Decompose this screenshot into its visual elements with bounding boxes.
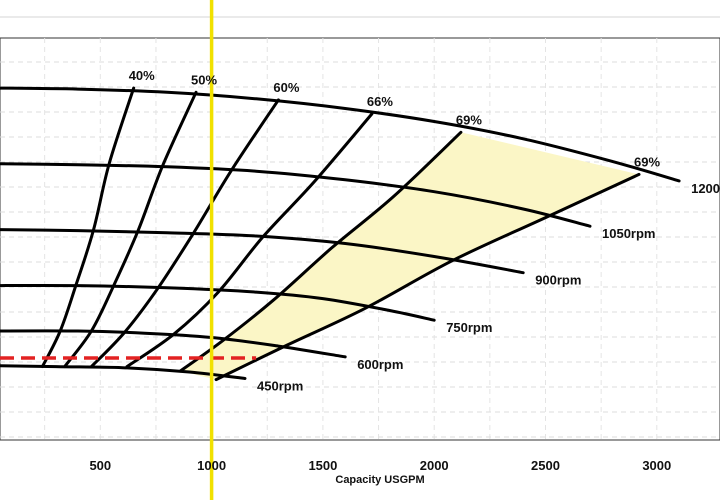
- speed-label-1200rpm: 1200rpm: [691, 181, 720, 196]
- x-tick-label-1000: 1000: [197, 458, 226, 473]
- efficiency-label-5: 69%: [634, 154, 660, 169]
- shaded-efficiency-region: [180, 132, 639, 380]
- speed-label-1050rpm: 1050rpm: [602, 226, 655, 241]
- speed-curve-1200rpm: [0, 86, 681, 183]
- efficiency-label-1: 50%: [191, 72, 217, 87]
- speed-curves: [0, 86, 681, 380]
- efficiency-label-0: 40%: [129, 68, 155, 83]
- overlay-lines: [0, 0, 257, 500]
- efficiency-curve-1: [63, 90, 198, 369]
- efficiency-curve-0: [40, 86, 136, 369]
- x-axis-ticks: 500 1000 1500 2000 2500 3000: [89, 458, 671, 473]
- speed-curve-900rpm: [0, 228, 525, 275]
- speed-curve-450rpm: [0, 364, 247, 380]
- x-tick-label-500: 500: [89, 458, 111, 473]
- speed-label-600rpm: 600rpm: [357, 357, 403, 372]
- efficiency-band-fill: [180, 132, 639, 380]
- efficiency-label-2: 60%: [273, 80, 299, 95]
- x-tick-label-3000: 3000: [642, 458, 671, 473]
- curve-labels: 1200rpm 1050rpm 900rpm 750rpm 600rpm 450rpm 40…: [129, 68, 720, 394]
- x-tick-label-1500: 1500: [308, 458, 337, 473]
- x-axis-title: Capacity USGPM: [335, 474, 424, 486]
- efficiency-curves: [40, 86, 641, 382]
- efficiency-label-3: 66%: [367, 94, 393, 109]
- speed-curve-1050rpm: [0, 162, 592, 228]
- efficiency-curve-3: [125, 112, 374, 369]
- speed-label-450rpm: 450rpm: [257, 379, 303, 394]
- x-tick-label-2500: 2500: [531, 458, 560, 473]
- efficiency-label-4: 69%: [456, 112, 482, 127]
- plot-frame: [0, 37, 720, 441]
- speed-curve-750rpm: [0, 283, 436, 322]
- x-tick-label-2000: 2000: [420, 458, 449, 473]
- efficiency-curve-5: [214, 172, 641, 382]
- speed-label-900rpm: 900rpm: [535, 273, 581, 288]
- efficiency-curve-2: [89, 98, 280, 369]
- speed-label-750rpm: 750rpm: [446, 320, 492, 335]
- efficiency-curve-4: [178, 130, 463, 373]
